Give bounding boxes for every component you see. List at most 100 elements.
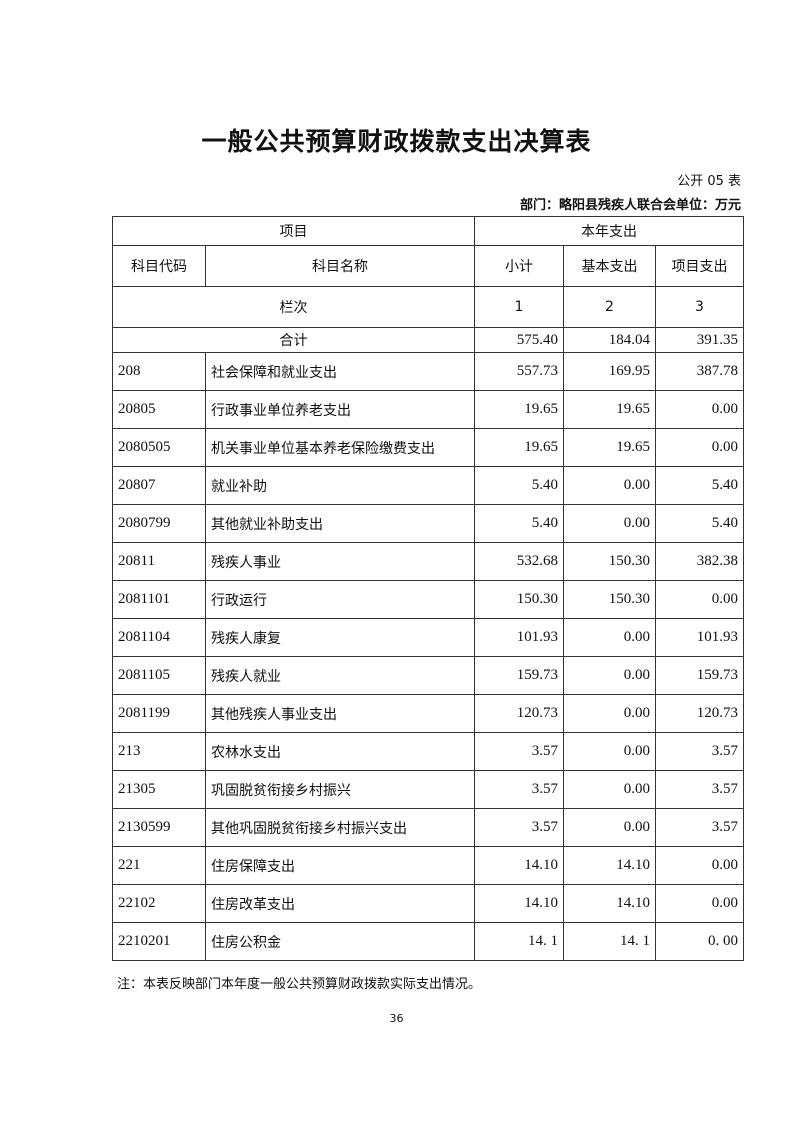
cell-basic: 14. 1 — [563, 922, 656, 961]
cell-code: 21305 — [112, 770, 206, 809]
cell-project: 3.57 — [654, 770, 745, 809]
cell-project: 101.93 — [654, 618, 745, 657]
cell-basic: 0.00 — [563, 466, 656, 505]
total-basic: 184.04 — [563, 327, 656, 353]
table-row: 2081104 残疾人康复 101.93 0.00 101.93 — [112, 618, 745, 657]
cell-subtotal: 5.40 — [474, 466, 564, 505]
table-row: 22102 住房改革支出 14.10 14.10 0.00 — [112, 884, 745, 923]
cell-code: 213 — [112, 732, 206, 771]
cell-name: 其他残疾人事业支出 — [205, 694, 475, 733]
table-row: 20805 行政事业单位养老支出 19.65 19.65 0.00 — [112, 390, 745, 429]
cell-project: 120.73 — [654, 694, 745, 733]
department-unit: 部门：略阳县残疾人联合会单位：万元 — [519, 198, 741, 213]
cell-name: 其他就业补助支出 — [205, 504, 475, 543]
header-item: 项目 — [112, 216, 475, 246]
cell-code: 2080505 — [112, 428, 206, 467]
cell-name: 住房公积金 — [205, 922, 475, 961]
table-row: 20811 残疾人事业 532.68 150.30 382.38 — [112, 542, 745, 581]
cell-subtotal: 101.93 — [474, 618, 564, 657]
cell-name: 行政事业单位养老支出 — [205, 390, 475, 429]
header-code: 科目代码 — [112, 245, 206, 287]
cell-project: 0.00 — [654, 390, 745, 429]
cell-subtotal: 150.30 — [474, 580, 564, 619]
cell-name: 农林水支出 — [205, 732, 475, 771]
total-subtotal: 575.40 — [474, 327, 564, 353]
table-row: 21305 巩固脱贫衔接乡村振兴 3.57 0.00 3.57 — [112, 770, 745, 809]
cell-name: 行政运行 — [205, 580, 475, 619]
cell-subtotal: 19.65 — [474, 390, 564, 429]
cell-basic: 0.00 — [563, 656, 656, 695]
cell-name: 住房保障支出 — [205, 846, 475, 885]
column-index-1: 1 — [474, 286, 564, 328]
cell-subtotal: 14. 1 — [474, 922, 564, 961]
cell-subtotal: 3.57 — [474, 770, 564, 809]
cell-subtotal: 14.10 — [474, 884, 564, 923]
cell-name: 就业补助 — [205, 466, 475, 505]
cell-code: 2081105 — [112, 656, 206, 695]
cell-project: 0.00 — [654, 846, 745, 885]
cell-code: 221 — [112, 846, 206, 885]
cell-project: 5.40 — [654, 504, 745, 543]
cell-subtotal: 120.73 — [474, 694, 564, 733]
table-row: 2081105 残疾人就业 159.73 0.00 159.73 — [112, 656, 745, 695]
cell-code: 2081199 — [112, 694, 206, 733]
cell-basic: 0.00 — [563, 504, 656, 543]
cell-name: 其他巩固脱贫衔接乡村振兴支出 — [205, 808, 475, 847]
table-row: 2081199 其他残疾人事业支出 120.73 0.00 120.73 — [112, 694, 745, 733]
cell-project: 0.00 — [654, 884, 745, 923]
header-this-year: 本年支出 — [473, 216, 745, 246]
table-row: 208 社会保障和就业支出 557.73 169.95 387.78 — [112, 352, 745, 391]
cell-project: 3.57 — [654, 808, 745, 847]
cell-code: 20805 — [112, 390, 206, 429]
table-row: 2210201 住房公积金 14. 1 14. 1 0. 00 — [112, 922, 745, 961]
cell-basic: 0.00 — [563, 770, 656, 809]
cell-subtotal: 557.73 — [474, 352, 564, 391]
total-label: 合计 — [112, 327, 475, 353]
cell-project: 0.00 — [654, 580, 745, 619]
cell-project: 387.78 — [654, 352, 745, 391]
cell-code: 2081104 — [112, 618, 206, 657]
header-project: 项目支出 — [654, 245, 745, 287]
page-title: 一般公共预算财政拨款支出决算表 — [201, 127, 592, 156]
column-index-2: 2 — [563, 286, 656, 328]
cell-code: 2081101 — [112, 580, 206, 619]
table-row: 2080505 机关事业单位基本养老保险缴费支出 19.65 19.65 0.00 — [112, 428, 745, 467]
cell-subtotal: 159.73 — [474, 656, 564, 695]
page-number: 36 — [389, 1012, 404, 1025]
cell-code: 22102 — [112, 884, 206, 923]
cell-basic: 0.00 — [563, 732, 656, 771]
cell-basic: 0.00 — [563, 618, 656, 657]
cell-basic: 19.65 — [563, 390, 656, 429]
total-project: 391.35 — [654, 327, 745, 353]
table-row: 221 住房保障支出 14.10 14.10 0.00 — [112, 846, 745, 885]
cell-name: 巩固脱贫衔接乡村振兴 — [205, 770, 475, 809]
cell-basic: 0.00 — [563, 808, 656, 847]
cell-subtotal: 5.40 — [474, 504, 564, 543]
cell-basic: 0.00 — [563, 694, 656, 733]
cell-name: 残疾人康复 — [205, 618, 475, 657]
cell-project: 0. 00 — [654, 922, 745, 961]
total-row: 合计 575.40 184.04 391.35 — [112, 327, 745, 353]
cell-basic: 150.30 — [563, 542, 656, 581]
cell-name: 机关事业单位基本养老保险缴费支出 — [205, 428, 475, 467]
column-index-label: 栏次 — [112, 286, 475, 328]
cell-basic: 14.10 — [563, 884, 656, 923]
cell-project: 382.38 — [654, 542, 745, 581]
cell-name: 住房改革支出 — [205, 884, 475, 923]
form-number: 公开 05 表 — [677, 174, 741, 189]
cell-basic: 169.95 — [563, 352, 656, 391]
cell-subtotal: 3.57 — [474, 808, 564, 847]
cell-basic: 150.30 — [563, 580, 656, 619]
cell-name: 社会保障和就业支出 — [205, 352, 475, 391]
header-subtotal: 小计 — [474, 245, 564, 287]
cell-subtotal: 19.65 — [474, 428, 564, 467]
table-row: 2080799 其他就业补助支出 5.40 0.00 5.40 — [112, 504, 745, 543]
table-row: 2081101 行政运行 150.30 150.30 0.00 — [112, 580, 745, 619]
cell-project: 3.57 — [654, 732, 745, 771]
cell-code: 2080799 — [112, 504, 206, 543]
cell-code: 20807 — [112, 466, 206, 505]
cell-basic: 19.65 — [563, 428, 656, 467]
budget-table: 项目 本年支出 科目代码 科目名称 小计 基本支出 项目支出 栏次 1 2 3 … — [112, 216, 745, 961]
cell-name: 残疾人事业 — [205, 542, 475, 581]
